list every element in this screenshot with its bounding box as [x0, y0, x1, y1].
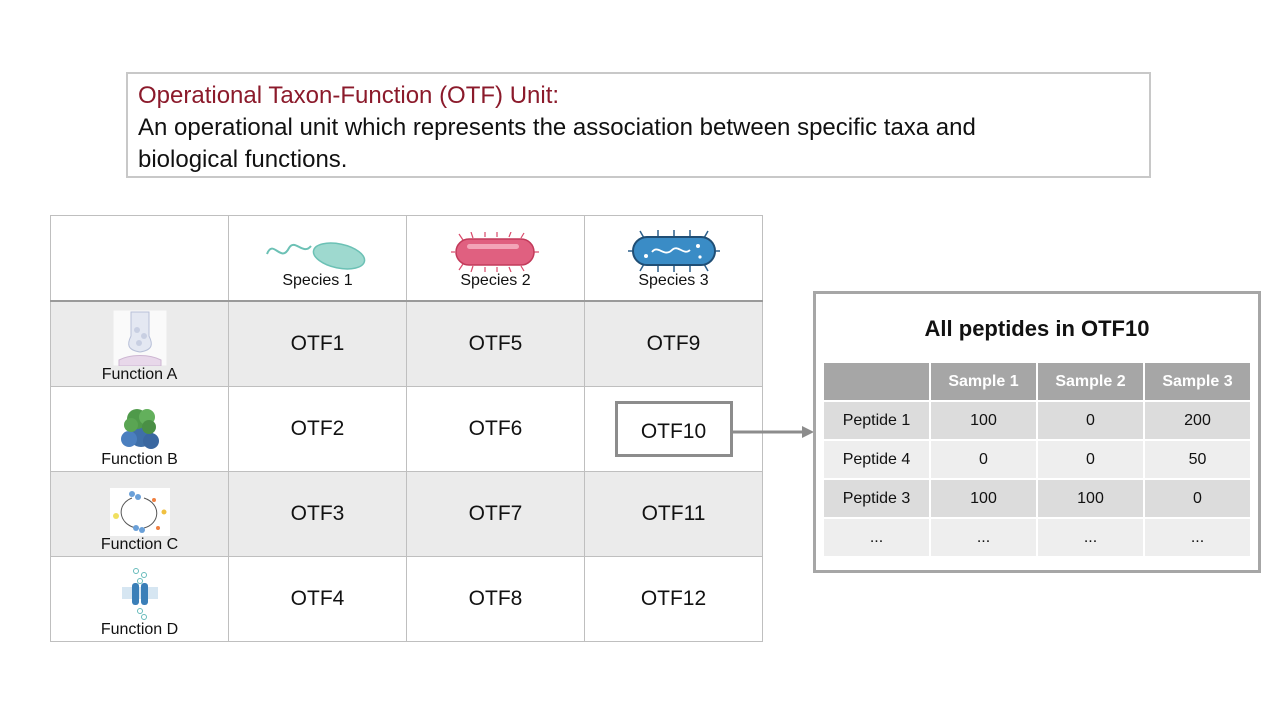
table-cell: Peptide 3	[824, 480, 929, 517]
table-cell: 0	[1145, 480, 1250, 517]
species-2-label: Species 2	[460, 272, 531, 289]
function-a-row: Function A OTF1 OTF5 OTF9	[50, 300, 763, 387]
table-row: Peptide 1 100 0 200	[824, 402, 1250, 439]
connector-arrow	[732, 426, 814, 438]
panel-title: All peptides in OTF10	[924, 316, 1150, 341]
table-cell: ...	[1145, 519, 1250, 556]
metabolic-cycle-icon	[109, 488, 170, 536]
table-cell: 0	[1038, 402, 1143, 439]
otf-cell: OTF6	[406, 386, 585, 472]
function-c-row: Function C OTF3 OTF7 OTF11	[50, 471, 763, 557]
species-1-label: Species 1	[282, 272, 353, 289]
definition-text-line1: An operational unit which represents the…	[138, 114, 976, 141]
otf-cell: OTF12	[584, 556, 763, 642]
species-2-header: Species 2	[406, 215, 585, 302]
protein-complex-icon	[120, 409, 159, 449]
species-1-bacterium-icon	[265, 242, 365, 270]
otf-cell: OTF4	[228, 556, 407, 642]
peptides-panel: All peptides in OTF10 Sample 1 Sample 2 …	[813, 291, 1261, 573]
peptide-table: Sample 1 Sample 2 Sample 3 Peptide 1 100…	[822, 361, 1252, 558]
peptide-table-header: Sample 1 Sample 2 Sample 3	[824, 363, 1250, 400]
table-cell: 100	[931, 480, 1036, 517]
otf-cell: OTF8	[406, 556, 585, 642]
column-header: Sample 2	[1038, 363, 1143, 400]
function-d-label: Function D	[100, 621, 179, 638]
definition-text-line2: biological functions.	[138, 146, 348, 173]
function-b-label: Function B	[101, 451, 178, 468]
species-1-header: Species 1	[228, 215, 407, 302]
otf-cell: OTF5	[406, 300, 585, 387]
function-d-header: Function D	[50, 556, 229, 642]
table-cell: 0	[931, 441, 1036, 478]
otf-cell: OTF9	[584, 300, 763, 387]
otf-cell: OTF11	[584, 471, 763, 557]
table-row: ... ... ... ...	[824, 519, 1250, 556]
otf-cell: OTF1	[228, 300, 407, 387]
otf-grid: Species 1 Species 2	[50, 215, 763, 642]
otf-cell: OTF7	[406, 471, 585, 557]
column-header	[824, 363, 929, 400]
function-b-header: Function B	[50, 386, 229, 472]
species-2-bacterium-icon	[450, 232, 539, 272]
definition-box: Operational Taxon-Function (OTF) Unit: A…	[126, 72, 1151, 178]
table-cell: ...	[931, 519, 1036, 556]
grid-corner-cell	[50, 215, 229, 302]
table-cell: 0	[1038, 441, 1143, 478]
otf-cell: OTF2	[228, 386, 407, 472]
function-c-header: Function C	[50, 471, 229, 557]
table-cell: ...	[1038, 519, 1143, 556]
definition-title: Operational Taxon-Function (OTF) Unit:	[138, 82, 560, 109]
otf-cell: OTF3	[228, 471, 407, 557]
grid-header-row: Species 1 Species 2	[50, 215, 763, 302]
species-3-bacterium-icon	[627, 230, 720, 272]
otf10-highlight-box: OTF10	[614, 401, 733, 457]
column-header: Sample 3	[1145, 363, 1250, 400]
function-d-row: Function D OTF4 OTF8 OTF12	[50, 556, 763, 642]
table-cell: 100	[931, 402, 1036, 439]
table-cell: 50	[1145, 441, 1250, 478]
table-row: Peptide 4 0 0 50	[824, 441, 1250, 478]
function-a-label: Function A	[101, 366, 178, 383]
table-cell: 100	[1038, 480, 1143, 517]
species-3-label: Species 3	[638, 272, 709, 289]
column-header: Sample 1	[931, 363, 1036, 400]
table-cell: Peptide 1	[824, 402, 929, 439]
function-b-row: Function B OTF2 OTF6 OTF10	[50, 386, 763, 472]
function-a-header: Function A	[50, 300, 229, 387]
table-cell: Peptide 4	[824, 441, 929, 478]
synapse-icon	[112, 310, 167, 366]
membrane-transporter-icon	[121, 568, 158, 620]
table-cell: 200	[1145, 402, 1250, 439]
table-cell: ...	[824, 519, 929, 556]
function-c-label: Function C	[100, 536, 179, 553]
table-row: Peptide 3 100 100 0	[824, 480, 1250, 517]
species-3-header: Species 3	[584, 215, 763, 302]
